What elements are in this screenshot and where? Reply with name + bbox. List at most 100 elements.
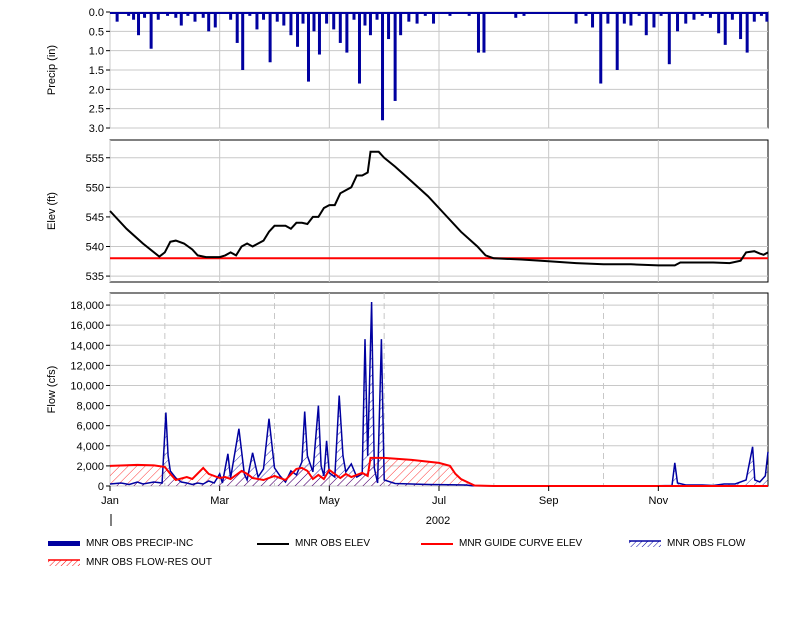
x-tick-label: Mar bbox=[210, 495, 229, 507]
precip-bar bbox=[229, 12, 233, 20]
precip-bar bbox=[652, 12, 656, 28]
y-tick-label: 2.5 bbox=[89, 104, 104, 116]
flow-panel: 0 2,000 4,000 6,000 8,000 10,000 12,000 14,000 1… bbox=[46, 292, 769, 493]
y-tick-label: 3.0 bbox=[89, 123, 104, 135]
precip-bar bbox=[317, 12, 321, 55]
precip-bar bbox=[149, 12, 153, 49]
precip-bar bbox=[368, 12, 372, 36]
precip-bar bbox=[338, 12, 342, 43]
precip-bar bbox=[193, 12, 197, 22]
obs-elev-line bbox=[109, 150, 769, 267]
precip-bar bbox=[476, 12, 480, 53]
y-tick-label: 545 bbox=[86, 212, 104, 224]
x-tick-label: May bbox=[319, 495, 340, 507]
precip-bar bbox=[301, 12, 305, 24]
precip-bar bbox=[708, 12, 712, 18]
precip-bar bbox=[684, 12, 688, 24]
y-tick-label: 10,000 bbox=[70, 380, 104, 392]
precip-bar bbox=[644, 12, 648, 36]
precip-bar bbox=[717, 12, 721, 34]
precip-bar bbox=[591, 12, 595, 28]
precip-bar bbox=[143, 12, 147, 18]
precip-bar bbox=[132, 12, 136, 20]
y-axis-label: Flow (cfs) bbox=[46, 366, 58, 414]
precip-bar bbox=[415, 12, 419, 24]
precip-bar bbox=[289, 12, 293, 36]
precip-bar bbox=[622, 12, 626, 24]
precip-bar bbox=[765, 12, 769, 22]
precip-bar bbox=[296, 12, 300, 47]
precip-bar bbox=[255, 12, 259, 30]
precip-panel: 0.0 0.5 1.0 1.5 2.0 2.5 3.0 Precip (in) bbox=[46, 7, 769, 135]
y-tick-label: 18,000 bbox=[70, 300, 104, 312]
precip-bar bbox=[676, 12, 680, 32]
precip-bar bbox=[514, 12, 518, 18]
precip-bar bbox=[615, 12, 619, 70]
precip-bar bbox=[268, 12, 272, 63]
y-tick-label: 4,000 bbox=[76, 441, 104, 453]
precip-bar bbox=[332, 12, 336, 30]
precip-bar bbox=[399, 12, 403, 36]
y-tick-label: 2,000 bbox=[76, 461, 104, 473]
y-tick-label: 550 bbox=[86, 182, 104, 194]
precip-bar bbox=[156, 12, 160, 20]
precip-bar bbox=[375, 12, 379, 20]
y-tick-label: 540 bbox=[86, 242, 104, 254]
x-axis-year-label: 2002 bbox=[426, 515, 450, 527]
x-axis: Jan Mar May Jul Sep Nov bbox=[101, 486, 669, 507]
precip-bar bbox=[207, 12, 211, 32]
precip-bar bbox=[352, 12, 356, 20]
y-axis-label: Elev (ft) bbox=[46, 192, 58, 230]
precip-bar bbox=[179, 12, 183, 26]
precip-bar bbox=[282, 12, 286, 26]
y-tick-label: 555 bbox=[86, 153, 104, 165]
precip-bar bbox=[599, 12, 603, 84]
precip-bar bbox=[241, 12, 245, 70]
y-tick-label: 2.0 bbox=[89, 84, 104, 96]
y-tick-label: 12,000 bbox=[70, 360, 104, 372]
y-tick-label: 1.0 bbox=[89, 46, 104, 58]
y-tick-label: 6,000 bbox=[76, 421, 104, 433]
precip-bar bbox=[357, 12, 361, 84]
y-tick-label: 0.5 bbox=[89, 26, 104, 38]
precip-bar bbox=[325, 12, 329, 24]
x-tick-label: Nov bbox=[649, 495, 669, 507]
precip-bar bbox=[730, 12, 734, 20]
precip-bar bbox=[745, 12, 749, 53]
precip-bar bbox=[174, 12, 178, 18]
y-tick-label: 14,000 bbox=[70, 340, 104, 352]
y-tick-label: 0.0 bbox=[89, 7, 104, 19]
precip-bar bbox=[312, 12, 316, 32]
precip-bar bbox=[363, 12, 367, 26]
precip-bar bbox=[387, 12, 391, 40]
y-tick-label: 0 bbox=[98, 481, 104, 493]
precip-bar bbox=[752, 12, 756, 22]
precip-bar bbox=[115, 12, 119, 22]
precip-bar bbox=[213, 12, 217, 28]
x-tick-label: Jul bbox=[432, 495, 446, 507]
precip-bar bbox=[692, 12, 696, 20]
precip-bar bbox=[432, 12, 436, 24]
precip-bar bbox=[137, 12, 141, 36]
precip-bar bbox=[381, 12, 385, 121]
precip-bar bbox=[235, 12, 239, 43]
precip-bar bbox=[629, 12, 633, 26]
precip-bar bbox=[306, 12, 310, 82]
elevation-panel: 535 540 545 550 555 Elev (ft) bbox=[46, 139, 769, 283]
y-tick-label: 8,000 bbox=[76, 401, 104, 413]
precip-bar bbox=[482, 12, 486, 53]
precip-bar bbox=[667, 12, 671, 65]
precip-bar bbox=[201, 12, 205, 18]
precip-bar bbox=[393, 12, 397, 101]
res-out-line bbox=[109, 456, 768, 487]
precip-bar bbox=[723, 12, 727, 45]
precip-bar bbox=[262, 12, 266, 20]
precip-bar bbox=[574, 12, 578, 24]
y-axis-label: Precip (in) bbox=[46, 45, 58, 95]
precip-bar bbox=[606, 12, 610, 24]
x-tick-label: Jan bbox=[101, 495, 119, 507]
precip-bar bbox=[345, 12, 349, 53]
y-tick-label: 16,000 bbox=[70, 320, 104, 332]
precip-bar bbox=[739, 12, 743, 40]
